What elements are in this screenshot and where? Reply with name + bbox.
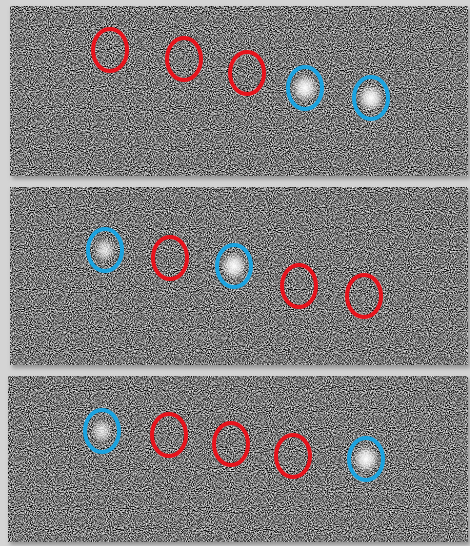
- panel-noise: [8, 376, 468, 542]
- spot: [91, 419, 113, 443]
- spot: [353, 445, 379, 473]
- spot: [94, 238, 116, 262]
- spot: [221, 252, 247, 280]
- spot: [292, 74, 318, 102]
- image: [0, 0, 470, 546]
- spot: [358, 84, 384, 112]
